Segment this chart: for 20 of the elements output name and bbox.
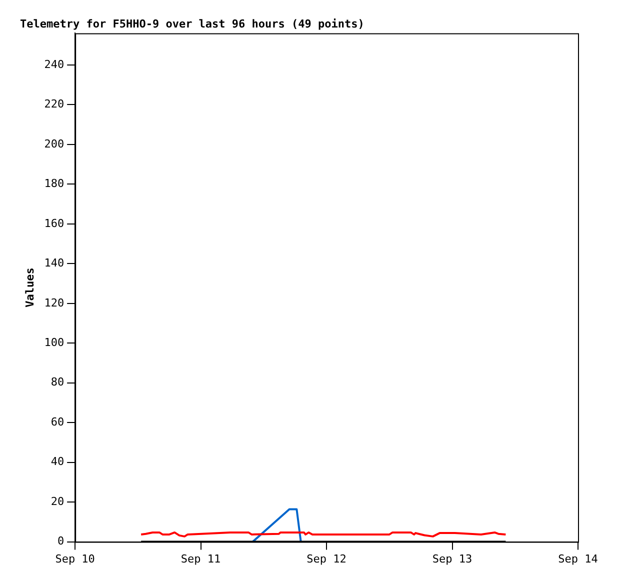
y-tick-label: 200 bbox=[44, 137, 64, 150]
x-tick-label: Sep 11 bbox=[180, 552, 221, 566]
x-tick-label: Sep 14 bbox=[558, 552, 598, 566]
y-tick-label: 100 bbox=[44, 336, 64, 349]
chart-title: Telemetry for F5HHO-9 over last 96 hours (49 points) bbox=[20, 17, 364, 30]
y-tick-label: 180 bbox=[44, 177, 64, 190]
y-tick-label: 40 bbox=[50, 455, 64, 468]
x-tick-label: Sep 13 bbox=[432, 552, 472, 566]
y-tick-label: 220 bbox=[44, 98, 64, 111]
y-axis-title: Values bbox=[23, 268, 36, 308]
x-tick-label: Sep 10 bbox=[55, 552, 95, 566]
y-tick-label: 140 bbox=[44, 256, 64, 270]
y-tick-label: 0 bbox=[57, 534, 64, 548]
y-tick-label: 240 bbox=[44, 58, 64, 71]
y-tick-label: 160 bbox=[44, 216, 64, 230]
y-tick-label: 120 bbox=[44, 296, 64, 310]
x-tick-label: Sep 12 bbox=[306, 552, 346, 566]
y-tick-label: 80 bbox=[50, 376, 64, 389]
y-tick-label: 20 bbox=[50, 494, 64, 508]
y-tick-label: 60 bbox=[50, 415, 64, 428]
